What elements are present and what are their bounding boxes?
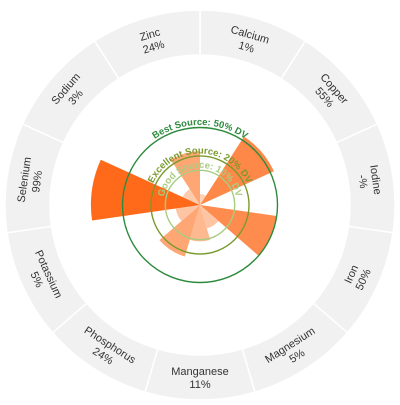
reference-circle-10 [164, 169, 236, 241]
reference-label-50: Best Source: 50% DV [150, 117, 250, 142]
wedge-sodium[interactable] [182, 189, 200, 205]
ring-segment-zinc [93, 9, 201, 80]
label-name-zinc: Zinc [138, 26, 162, 44]
label-value-selenium: 99% [30, 170, 45, 194]
label-value-calcium: 1% [237, 40, 256, 56]
wedge-layer [90, 136, 277, 257]
wedge-selenium[interactable] [90, 159, 200, 221]
wedge-zinc[interactable] [170, 151, 200, 205]
wedge-potassium[interactable] [175, 205, 200, 222]
label-name-iodine: Iodine [367, 164, 383, 195]
reference-circle-50 [121, 126, 279, 284]
wedge-magnesium[interactable] [200, 205, 219, 229]
reference-circles [121, 126, 279, 284]
wedge-manganese[interactable] [189, 205, 211, 242]
label-name-manganese: Manganese [171, 366, 229, 378]
label-iodine: Iodine-% [355, 164, 383, 195]
reference-circle-20 [150, 155, 250, 255]
label-value-iodine: -% [355, 174, 369, 189]
outer-label-ring [4, 9, 396, 401]
wedge-iron[interactable] [200, 205, 277, 256]
wedge-calcium[interactable] [200, 194, 206, 205]
label-value-manganese: 11% [189, 379, 210, 391]
wedge-copper[interactable] [200, 136, 274, 205]
